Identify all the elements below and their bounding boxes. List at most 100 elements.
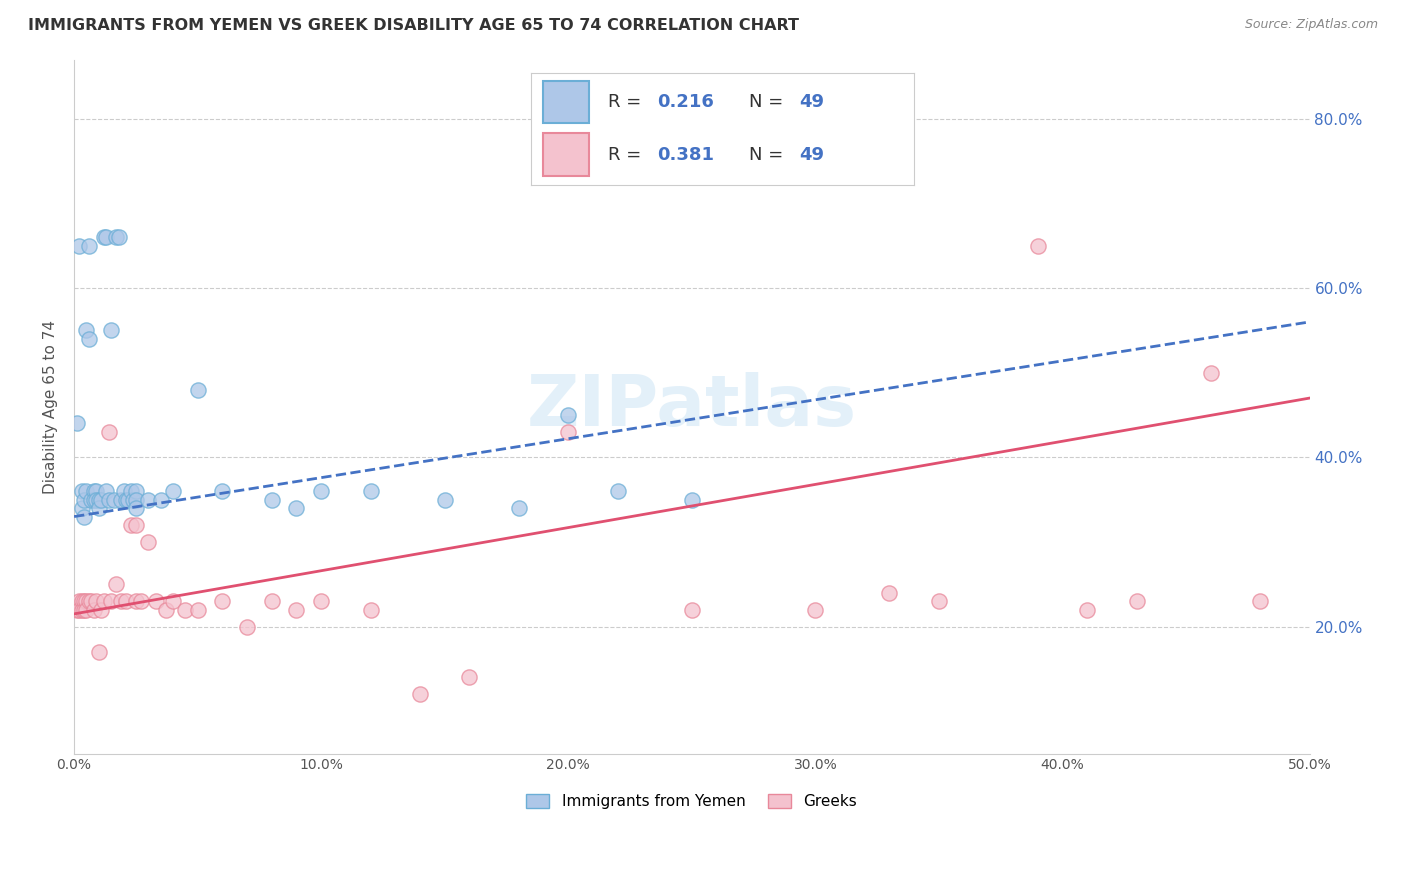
- Immigrants from Yemen: [110, 492, 132, 507]
- Greeks: [360, 602, 382, 616]
- Immigrants from Yemen: [125, 501, 148, 516]
- Greeks: [145, 594, 167, 608]
- Greeks: [100, 594, 122, 608]
- Immigrants from Yemen: [67, 239, 90, 253]
- Text: IMMIGRANTS FROM YEMEN VS GREEK DISABILITY AGE 65 TO 74 CORRELATION CHART: IMMIGRANTS FROM YEMEN VS GREEK DISABILIT…: [28, 18, 799, 33]
- Greeks: [211, 594, 233, 608]
- Greeks: [115, 594, 138, 608]
- Immigrants from Yemen: [73, 492, 96, 507]
- Greeks: [73, 602, 96, 616]
- Greeks: [187, 602, 209, 616]
- Immigrants from Yemen: [65, 417, 87, 431]
- Greeks: [136, 535, 159, 549]
- Greeks: [155, 602, 177, 616]
- Greeks: [77, 594, 100, 608]
- Immigrants from Yemen: [125, 492, 148, 507]
- Greeks: [125, 594, 148, 608]
- Greeks: [120, 518, 142, 533]
- Greeks: [67, 594, 90, 608]
- Immigrants from Yemen: [309, 484, 332, 499]
- Greeks: [67, 602, 90, 616]
- Greeks: [174, 602, 197, 616]
- Greeks: [75, 602, 97, 616]
- Greeks: [260, 594, 283, 608]
- Immigrants from Yemen: [77, 239, 100, 253]
- Immigrants from Yemen: [115, 492, 138, 507]
- Greeks: [90, 602, 112, 616]
- Greeks: [458, 670, 481, 684]
- Immigrants from Yemen: [105, 230, 128, 244]
- Immigrants from Yemen: [557, 408, 579, 422]
- Greeks: [93, 594, 115, 608]
- Immigrants from Yemen: [77, 332, 100, 346]
- Immigrants from Yemen: [70, 484, 93, 499]
- Immigrants from Yemen: [93, 230, 115, 244]
- Immigrants from Yemen: [90, 492, 112, 507]
- Immigrants from Yemen: [122, 492, 145, 507]
- Immigrants from Yemen: [606, 484, 628, 499]
- Immigrants from Yemen: [433, 492, 456, 507]
- Immigrants from Yemen: [86, 492, 108, 507]
- Greeks: [1125, 594, 1147, 608]
- Greeks: [110, 594, 132, 608]
- Immigrants from Yemen: [70, 501, 93, 516]
- Greeks: [87, 645, 110, 659]
- Immigrants from Yemen: [162, 484, 184, 499]
- Immigrants from Yemen: [260, 492, 283, 507]
- Immigrants from Yemen: [107, 230, 129, 244]
- Immigrants from Yemen: [80, 492, 103, 507]
- Immigrants from Yemen: [100, 323, 122, 337]
- Greeks: [879, 585, 901, 599]
- Immigrants from Yemen: [96, 230, 118, 244]
- Greeks: [162, 594, 184, 608]
- Greeks: [125, 518, 148, 533]
- Greeks: [129, 594, 152, 608]
- Text: ZIPatlas: ZIPatlas: [527, 372, 856, 441]
- Immigrants from Yemen: [120, 484, 142, 499]
- Greeks: [86, 594, 108, 608]
- Immigrants from Yemen: [73, 509, 96, 524]
- Greeks: [1026, 239, 1049, 253]
- Y-axis label: Disability Age 65 to 74: Disability Age 65 to 74: [44, 319, 58, 493]
- Greeks: [70, 602, 93, 616]
- Greeks: [928, 594, 950, 608]
- Immigrants from Yemen: [508, 501, 530, 516]
- Immigrants from Yemen: [83, 492, 105, 507]
- Greeks: [804, 602, 827, 616]
- Immigrants from Yemen: [117, 492, 139, 507]
- Greeks: [65, 602, 87, 616]
- Greeks: [105, 577, 128, 591]
- Legend: Immigrants from Yemen, Greeks: Immigrants from Yemen, Greeks: [520, 788, 863, 815]
- Immigrants from Yemen: [103, 492, 125, 507]
- Immigrants from Yemen: [187, 383, 209, 397]
- Greeks: [285, 602, 308, 616]
- Immigrants from Yemen: [360, 484, 382, 499]
- Immigrants from Yemen: [211, 484, 233, 499]
- Greeks: [70, 594, 93, 608]
- Immigrants from Yemen: [97, 492, 120, 507]
- Immigrants from Yemen: [86, 484, 108, 499]
- Greeks: [1249, 594, 1271, 608]
- Immigrants from Yemen: [149, 492, 172, 507]
- Immigrants from Yemen: [87, 501, 110, 516]
- Greeks: [1076, 602, 1098, 616]
- Immigrants from Yemen: [285, 501, 308, 516]
- Immigrants from Yemen: [75, 484, 97, 499]
- Greeks: [75, 594, 97, 608]
- Immigrants from Yemen: [681, 492, 703, 507]
- Immigrants from Yemen: [96, 484, 118, 499]
- Greeks: [309, 594, 332, 608]
- Greeks: [73, 594, 96, 608]
- Greeks: [80, 594, 103, 608]
- Greeks: [97, 425, 120, 439]
- Immigrants from Yemen: [87, 492, 110, 507]
- Immigrants from Yemen: [112, 484, 135, 499]
- Greeks: [1199, 366, 1222, 380]
- Text: Source: ZipAtlas.com: Source: ZipAtlas.com: [1244, 18, 1378, 31]
- Greeks: [236, 619, 259, 633]
- Immigrants from Yemen: [125, 484, 148, 499]
- Immigrants from Yemen: [83, 484, 105, 499]
- Greeks: [681, 602, 703, 616]
- Greeks: [409, 687, 432, 701]
- Immigrants from Yemen: [136, 492, 159, 507]
